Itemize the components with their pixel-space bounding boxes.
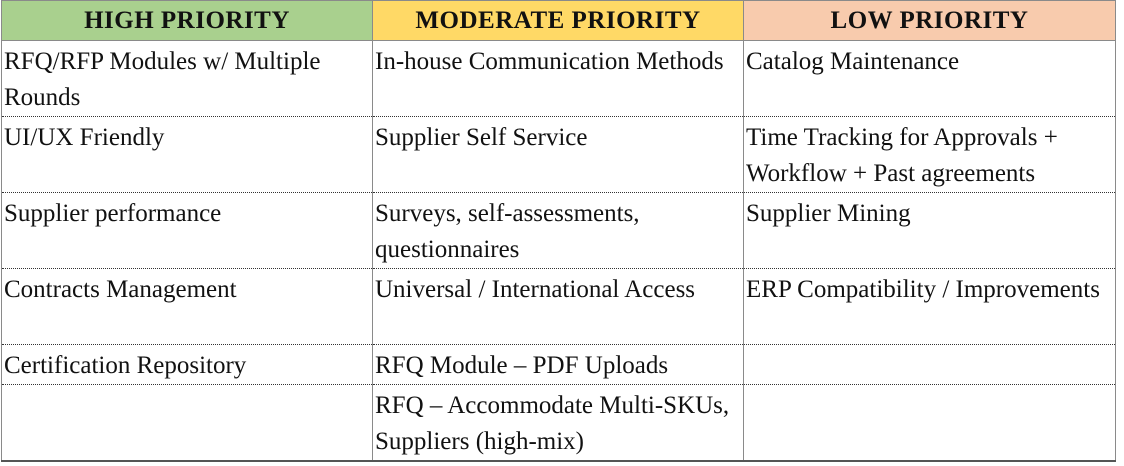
cell-high: Certification Repository bbox=[1, 344, 373, 385]
table-row: UI/UX Friendly Supplier Self Service Tim… bbox=[1, 116, 1116, 193]
table-row: Supplier performance Surveys, self-asses… bbox=[1, 192, 1116, 269]
cell-moderate: In-house Communication Methods bbox=[372, 40, 744, 117]
table-row: Certification Repository RFQ Module – PD… bbox=[1, 344, 1116, 385]
cell-moderate: Surveys, self-assessments, questionnaire… bbox=[372, 192, 744, 269]
cell-high: UI/UX Friendly bbox=[1, 116, 373, 193]
cell-moderate: RFQ – Accommodate Multi-SKUs, Suppliers … bbox=[372, 384, 744, 462]
table-row: Contracts Management Universal / Interna… bbox=[1, 268, 1116, 345]
cell-low: Supplier Mining bbox=[743, 192, 1116, 269]
cell-low: Time Tracking for Approvals + Workflow +… bbox=[743, 116, 1116, 193]
cell-high: Supplier performance bbox=[1, 192, 373, 269]
cell-high: Contracts Management bbox=[1, 268, 373, 345]
cell-low bbox=[743, 344, 1116, 385]
cell-low: ERP Compatibility / Improvements bbox=[743, 268, 1116, 345]
table-row: RFQ/RFP Modules w/ Multiple Rounds In-ho… bbox=[1, 40, 1116, 117]
header-low-priority: LOW PRIORITY bbox=[743, 0, 1116, 41]
header-high-priority: HIGH PRIORITY bbox=[1, 0, 373, 41]
table-row: RFQ – Accommodate Multi-SKUs, Suppliers … bbox=[1, 384, 1116, 462]
cell-high: RFQ/RFP Modules w/ Multiple Rounds bbox=[1, 40, 373, 117]
cell-moderate: RFQ Module – PDF Uploads bbox=[372, 344, 744, 385]
cell-high bbox=[1, 384, 373, 462]
cell-moderate: Supplier Self Service bbox=[372, 116, 744, 193]
cell-moderate: Universal / International Access bbox=[372, 268, 744, 345]
cell-low: Catalog Maintenance bbox=[743, 40, 1116, 117]
header-row: HIGH PRIORITY MODERATE PRIORITY LOW PRIO… bbox=[1, 0, 1116, 41]
cell-low bbox=[743, 384, 1116, 462]
header-moderate-priority: MODERATE PRIORITY bbox=[372, 0, 744, 41]
